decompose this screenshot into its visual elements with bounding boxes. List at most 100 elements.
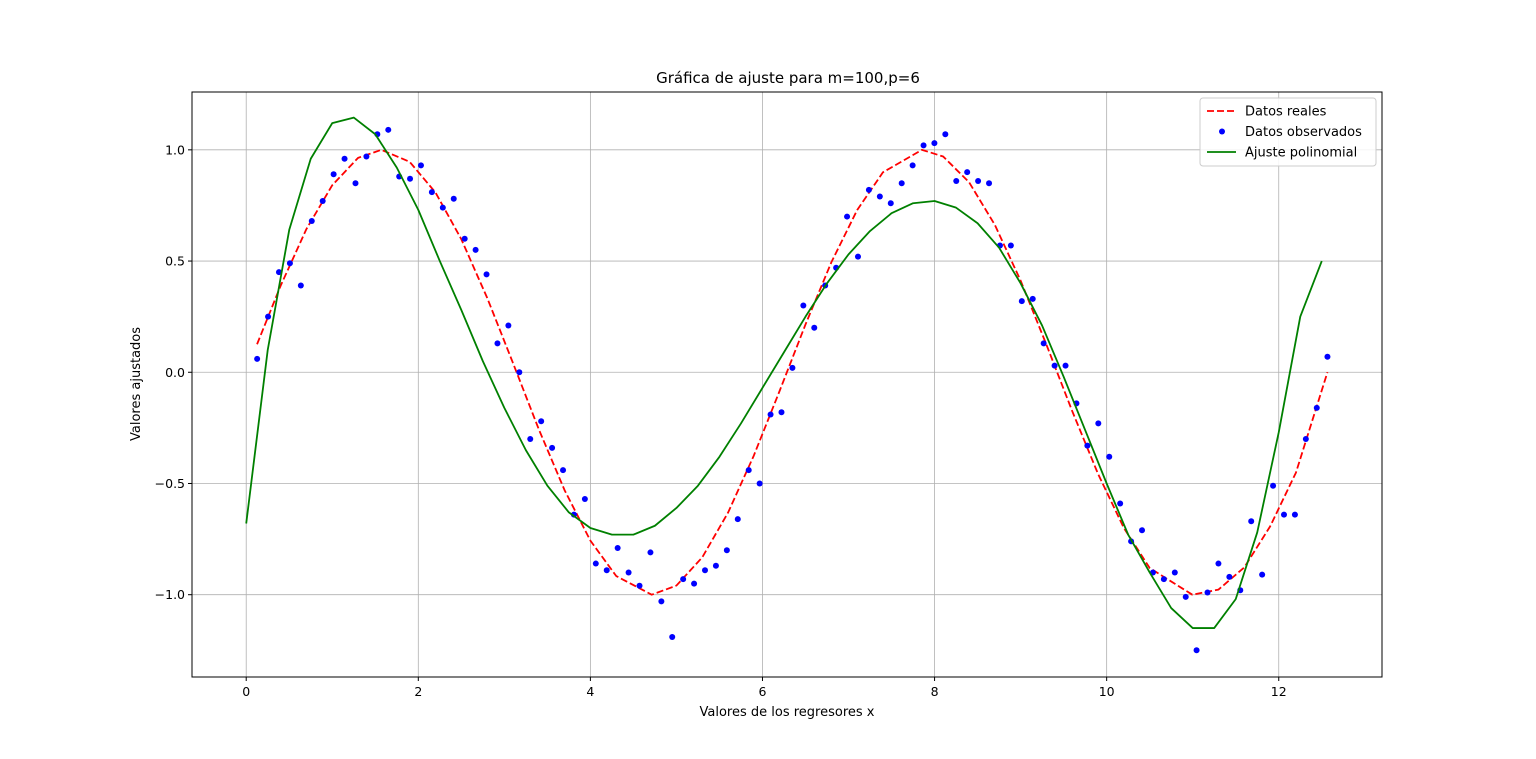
data-point bbox=[1313, 404, 1320, 411]
data-point bbox=[975, 177, 982, 184]
y-tick-label: −1.0 bbox=[155, 587, 185, 602]
data-point bbox=[723, 547, 730, 554]
data-point bbox=[385, 126, 392, 133]
data-point bbox=[286, 260, 293, 267]
data-point bbox=[1215, 560, 1222, 567]
data-point bbox=[658, 598, 665, 605]
data-point bbox=[516, 369, 523, 376]
data-point bbox=[964, 169, 971, 176]
data-point bbox=[319, 197, 326, 204]
data-point bbox=[898, 180, 905, 187]
data-point bbox=[549, 444, 556, 451]
data-point bbox=[297, 282, 304, 289]
data-point bbox=[308, 218, 315, 225]
chart-title: Gráfica de ajuste para m=100,p=6 bbox=[656, 69, 920, 87]
legend-label-ajuste-polinomial: Ajuste polinomial bbox=[1245, 146, 1357, 161]
data-point bbox=[1302, 435, 1309, 442]
data-point bbox=[1139, 527, 1146, 534]
data-point bbox=[625, 569, 632, 576]
series-layer bbox=[245, 116, 1331, 654]
data-point bbox=[341, 155, 348, 162]
data-point bbox=[407, 175, 414, 182]
x-axis-label: Valores de los regresores x bbox=[700, 705, 875, 720]
data-point bbox=[756, 480, 763, 487]
data-point bbox=[1040, 340, 1047, 347]
data-point bbox=[854, 253, 861, 260]
data-point bbox=[483, 271, 490, 278]
data-point bbox=[1182, 593, 1189, 600]
data-point bbox=[734, 516, 741, 523]
legend-label-datos-observados: Datos observados bbox=[1245, 125, 1362, 140]
data-point bbox=[986, 180, 993, 187]
data-point bbox=[494, 340, 501, 347]
data-point bbox=[887, 200, 894, 207]
data-point bbox=[472, 246, 479, 253]
data-point bbox=[1270, 482, 1277, 489]
data-point bbox=[439, 204, 446, 211]
data-point bbox=[363, 153, 370, 160]
data-point bbox=[1007, 242, 1014, 249]
series-datos-observados bbox=[254, 126, 1331, 654]
data-point bbox=[745, 467, 752, 474]
data-point bbox=[450, 195, 457, 202]
x-tick-label: 10 bbox=[1099, 684, 1115, 699]
data-point bbox=[527, 435, 534, 442]
y-tick-label: 1.0 bbox=[165, 142, 185, 157]
data-point bbox=[1291, 511, 1298, 518]
x-tick-label: 2 bbox=[414, 684, 422, 699]
data-point bbox=[592, 560, 599, 567]
data-point bbox=[1029, 295, 1036, 302]
legend-label-datos-reales: Datos reales bbox=[1245, 105, 1327, 120]
data-point bbox=[1160, 576, 1167, 583]
data-point bbox=[1324, 353, 1331, 360]
data-point bbox=[1171, 569, 1178, 576]
data-point bbox=[1193, 647, 1200, 654]
data-point bbox=[800, 302, 807, 309]
data-point bbox=[1259, 571, 1266, 578]
data-point bbox=[876, 193, 883, 200]
data-point bbox=[1204, 589, 1211, 596]
data-point bbox=[789, 364, 796, 371]
ticks: 0 2 4 6 8 10 12 −1.0 −0.5 0.0 0.5 1.0 bbox=[155, 142, 1287, 699]
data-point bbox=[560, 467, 567, 474]
legend-box bbox=[1199, 97, 1377, 167]
data-point bbox=[1062, 362, 1069, 369]
data-point bbox=[712, 562, 719, 569]
data-point bbox=[778, 409, 785, 416]
legend-marker-datos-observados bbox=[1219, 128, 1225, 135]
y-tick-label: −0.5 bbox=[155, 476, 185, 491]
data-point bbox=[865, 186, 872, 193]
data-point bbox=[330, 171, 337, 178]
legend: Datos reales Datos observados Ajuste polin… bbox=[1199, 97, 1377, 167]
data-point bbox=[1084, 442, 1091, 449]
x-tick-label: 4 bbox=[586, 684, 594, 699]
y-axis-label: Valores ajustados bbox=[129, 327, 144, 441]
data-point bbox=[1106, 453, 1113, 460]
data-point bbox=[581, 496, 588, 503]
data-point bbox=[1018, 298, 1025, 305]
data-point bbox=[931, 140, 938, 147]
data-point bbox=[1248, 518, 1255, 525]
data-point bbox=[265, 313, 272, 320]
data-point bbox=[767, 411, 774, 418]
data-point bbox=[1095, 420, 1102, 427]
x-tick-label: 12 bbox=[1271, 684, 1287, 699]
data-point bbox=[669, 633, 676, 640]
data-point bbox=[844, 213, 851, 220]
data-point bbox=[942, 131, 949, 138]
y-tick-label: 0.5 bbox=[165, 254, 185, 269]
y-tick-label: 0.0 bbox=[165, 365, 185, 380]
data-point bbox=[603, 567, 610, 574]
data-point bbox=[691, 580, 698, 587]
plot-frame bbox=[191, 91, 1383, 678]
data-point bbox=[428, 189, 435, 196]
x-tick-label: 0 bbox=[242, 684, 250, 699]
x-tick-label: 6 bbox=[759, 684, 767, 699]
data-point bbox=[417, 162, 424, 169]
data-point bbox=[1226, 573, 1233, 580]
data-point bbox=[614, 544, 621, 551]
series-line-ajuste-polinomial bbox=[245, 116, 1323, 629]
data-point bbox=[1280, 511, 1287, 518]
data-point bbox=[254, 355, 261, 362]
